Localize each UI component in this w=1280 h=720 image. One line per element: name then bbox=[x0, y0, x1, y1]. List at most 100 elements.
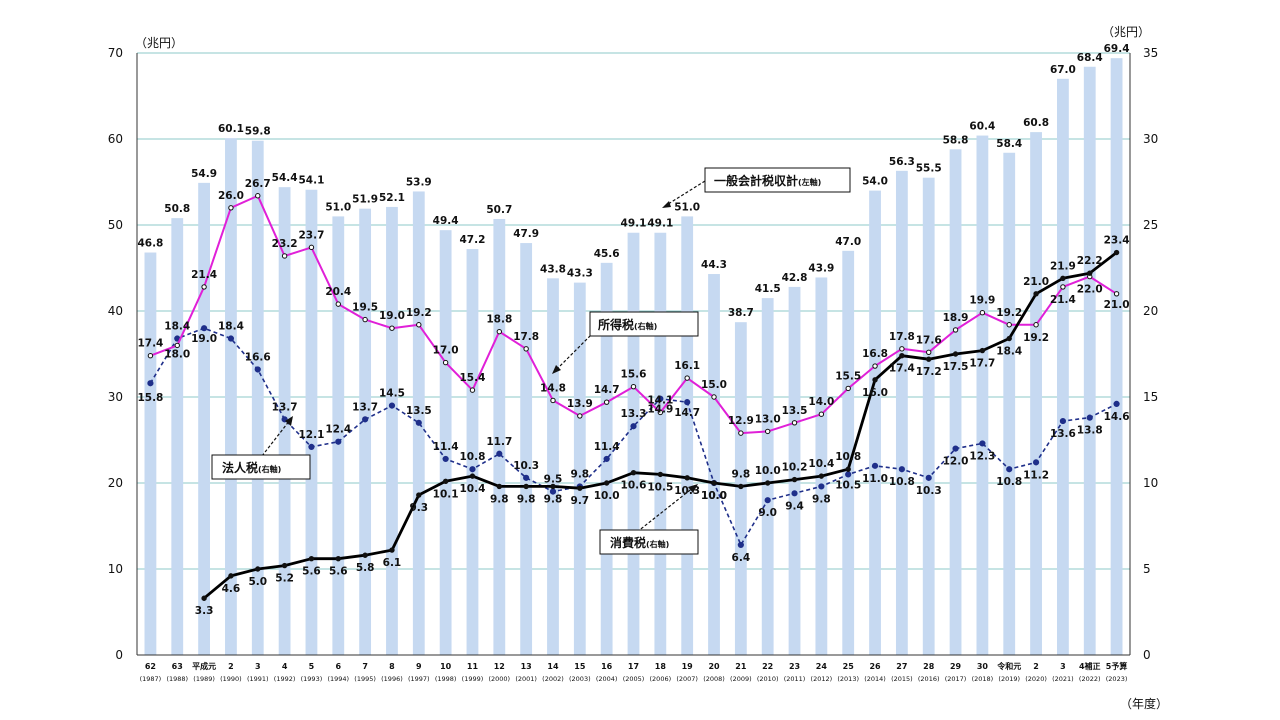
consumption-tax-label: 22.2 bbox=[1077, 255, 1103, 267]
series-point bbox=[872, 377, 878, 383]
series-point bbox=[308, 244, 315, 251]
bar-value-label: 49.1 bbox=[647, 218, 673, 230]
corporate-tax-label: 10.8 bbox=[889, 476, 915, 488]
series-point bbox=[335, 301, 341, 307]
left-axis-unit: （兆円） bbox=[135, 36, 183, 50]
series-point bbox=[899, 346, 905, 352]
callout-consumption-tax-axis: (右軸) bbox=[646, 539, 669, 549]
bar-value-label: 59.8 bbox=[245, 126, 271, 138]
series-point bbox=[469, 387, 476, 393]
x-tick-year: (2011) bbox=[784, 675, 806, 683]
corporate-tax-label: 10.8 bbox=[460, 451, 486, 463]
bar-value-label: 50.7 bbox=[486, 204, 512, 216]
x-tick-label: 7 bbox=[362, 662, 368, 671]
consumption-tax-label: 5.6 bbox=[302, 566, 321, 578]
consumption-tax-label: 21.9 bbox=[1050, 260, 1076, 272]
corporate-tax-label: 13.6 bbox=[1050, 428, 1076, 440]
series-point bbox=[630, 423, 637, 430]
series-point bbox=[791, 476, 798, 483]
bar bbox=[251, 140, 264, 656]
consumption-tax-label: 21.0 bbox=[1023, 276, 1049, 288]
y-left-tick-label: 10 bbox=[108, 562, 123, 576]
consumption-tax-label: 10.1 bbox=[433, 488, 459, 500]
series-point bbox=[469, 466, 476, 473]
consumption-tax-label: 10.2 bbox=[782, 462, 808, 474]
callout-income-tax: 所得税(右軸) bbox=[552, 311, 699, 374]
series-point bbox=[871, 462, 879, 469]
bar-value-label: 44.3 bbox=[701, 259, 727, 271]
bar bbox=[144, 252, 157, 655]
x-tick-year: (1997) bbox=[408, 675, 430, 683]
income-tax-label: 21.4 bbox=[191, 269, 217, 281]
svg-text:法人税(右軸): 法人税(右軸) bbox=[222, 460, 281, 475]
x-tick-label: 26 bbox=[869, 662, 881, 671]
x-tick-label: 3 bbox=[255, 662, 261, 671]
series-point bbox=[1006, 322, 1012, 328]
bar-value-label: 47.9 bbox=[513, 228, 539, 240]
data-labels: 46.850.854.960.1 59.854.4 54.151.051.9 52.1… bbox=[137, 43, 1129, 617]
income-tax-label: 17.8 bbox=[889, 331, 915, 343]
corporate-tax-label: 12.0 bbox=[943, 456, 969, 468]
x-tick-year: (2003) bbox=[569, 675, 591, 683]
series-point bbox=[1113, 400, 1120, 407]
bar-value-label: 43.3 bbox=[567, 268, 593, 280]
bar bbox=[976, 135, 989, 655]
consumption-tax-label: 5.6 bbox=[329, 566, 348, 578]
bar bbox=[493, 218, 506, 656]
x-tick-label: 令和元 bbox=[996, 661, 1021, 671]
corporate-tax-label: 6.4 bbox=[732, 552, 751, 564]
series-point bbox=[657, 395, 664, 402]
series-point bbox=[200, 325, 208, 332]
consumption-tax-label: 3.3 bbox=[195, 605, 214, 617]
series-point bbox=[1060, 284, 1066, 290]
income-tax-label: 19.0 bbox=[379, 310, 405, 322]
series-point bbox=[577, 485, 583, 491]
corporate-tax-label: 9.8 bbox=[571, 468, 590, 480]
corporate-tax-label: 10.3 bbox=[916, 485, 942, 497]
svg-text:所得税(右軸): 所得税(右軸) bbox=[598, 317, 657, 332]
series-point bbox=[496, 450, 503, 457]
series-point bbox=[926, 356, 932, 362]
series-point bbox=[147, 380, 154, 387]
income-tax-label: 12.9 bbox=[728, 415, 754, 427]
y-right-tick-label: 30 bbox=[1143, 132, 1158, 146]
x-tick-label: 15 bbox=[574, 662, 586, 671]
bar-value-label: 68.4 bbox=[1077, 52, 1103, 64]
corporate-tax-label: 14.9 bbox=[647, 404, 673, 416]
x-tick-year: (1995) bbox=[354, 675, 376, 683]
series-point bbox=[979, 310, 986, 316]
bar bbox=[761, 298, 774, 655]
x-tick-label: 24 bbox=[816, 662, 828, 671]
income-tax-label: 19.2 bbox=[1023, 332, 1049, 344]
bar bbox=[627, 232, 640, 656]
x-tick-year: (1989) bbox=[193, 675, 215, 683]
x-tick-label: 3 bbox=[1060, 662, 1066, 671]
x-tick-year: (1992) bbox=[274, 675, 296, 683]
callout-total-axis: (左軸) bbox=[798, 177, 821, 187]
axes: 0102030405060700510152025303562(1987)63(… bbox=[108, 46, 1159, 683]
bar-value-label: 53.9 bbox=[406, 176, 432, 188]
x-tick-label: 4 bbox=[282, 662, 288, 671]
consumption-tax-label: 9.8 bbox=[544, 493, 563, 505]
corporate-tax-label: 14.7 bbox=[674, 407, 700, 419]
corporate-tax-label: 10.3 bbox=[513, 460, 539, 472]
series-point bbox=[630, 469, 637, 476]
series-point bbox=[630, 383, 637, 390]
x-axis-unit: （年度） bbox=[1120, 696, 1168, 711]
bar-value-label: 55.5 bbox=[916, 163, 942, 175]
series-point bbox=[764, 480, 771, 486]
bar bbox=[1057, 78, 1069, 656]
series-point bbox=[1006, 466, 1013, 473]
corporate-tax-label: 13.5 bbox=[406, 405, 432, 417]
bar-value-label: 67.0 bbox=[1050, 64, 1076, 76]
bar-value-label: 60.4 bbox=[969, 121, 995, 133]
bar-value-label: 54.0 bbox=[862, 176, 888, 188]
consumption-tax-label: 10.0 bbox=[701, 490, 727, 502]
bar bbox=[1083, 66, 1096, 655]
bar-value-label: 56.3 bbox=[889, 156, 915, 168]
x-tick-year: (2013) bbox=[837, 675, 859, 683]
corporate-tax-label: 11.4 bbox=[433, 441, 459, 453]
series-point bbox=[711, 480, 717, 486]
